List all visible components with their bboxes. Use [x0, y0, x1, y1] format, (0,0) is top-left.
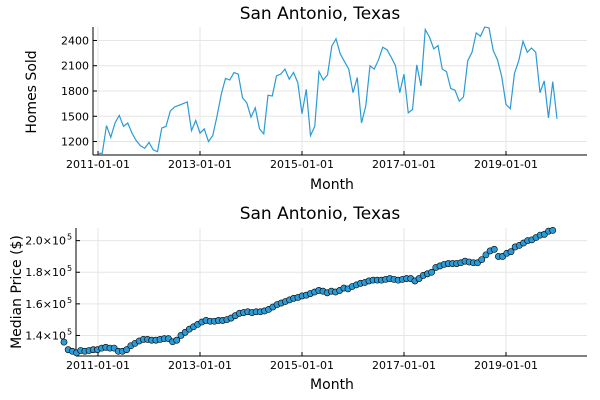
x-tick-label: 2015-01-01: [270, 359, 334, 372]
x-tick-label: 2019-01-01: [474, 359, 538, 372]
median-price-points: [60, 226, 557, 357]
y-tick-label: 1200: [61, 136, 89, 149]
y-tick-exponent: 5: [67, 264, 72, 273]
y-tick-exponent: 5: [67, 327, 72, 336]
x-tick-label: 2017-01-01: [372, 158, 436, 171]
x-tick-label: 2013-01-01: [168, 158, 232, 171]
y-tick-exponent: 5: [67, 296, 72, 305]
data-point: [60, 338, 68, 346]
x-tick-label: 2011-01-01: [66, 359, 130, 372]
data-point: [549, 226, 557, 234]
y-tick-label: 1800: [61, 85, 89, 98]
x-tick-label: 2019-01-01: [474, 158, 538, 171]
x-tick-label: 2017-01-01: [372, 359, 436, 372]
data-point: [478, 256, 486, 263]
y-axis-label-bottom: Median Price ($): [9, 235, 25, 349]
chart-title-top: San Antonio, Texas: [240, 4, 401, 24]
x-tick-label: 2015-01-01: [270, 158, 334, 171]
data-point: [123, 346, 131, 354]
y-tick-label: 2100: [61, 60, 89, 73]
x-axis-label-top: Month: [310, 177, 354, 193]
y-ticks-bottom: 1.4×10 51.6×10 51.8×10 52.0×10 5: [25, 233, 80, 342]
y-axis-label-top: Homes Sold: [24, 50, 40, 133]
y-tick-label: 1500: [61, 110, 89, 123]
chart-title-bottom: San Antonio, Texas: [240, 204, 401, 224]
data-point: [507, 248, 515, 256]
x-tick-label: 2013-01-01: [168, 359, 232, 372]
grid-bottom: [76, 228, 587, 356]
y-tick-exponent: 5: [67, 233, 72, 242]
homes-sold-line: [98, 26, 558, 154]
y-tick-label: 1.4×10: [25, 329, 66, 342]
panel-median-price: San Antonio, Texas 1.4×10 51.6×10 51.8×10 5…: [9, 204, 587, 393]
y-tick-label: 1.6×10: [25, 298, 66, 311]
y-tick-label: 2.0×10: [25, 235, 66, 248]
y-tick-label: 1.8×10: [25, 266, 66, 279]
panel-homes-sold: San Antonio, Texas 12001500180021002400 …: [24, 4, 587, 193]
x-axis-label-bottom: Month: [310, 377, 354, 393]
y-tick-label: 2400: [61, 34, 89, 47]
grid-top: [93, 27, 587, 155]
x-ticks-top: 2011-01-01 2013-01-01 2015-01-01 2017-01-01…: [66, 151, 538, 171]
x-tick-label: 2011-01-01: [66, 158, 130, 171]
data-point: [490, 245, 498, 253]
y-ticks-top: 1200 1500 1800 2100 2400: [61, 34, 97, 149]
data-point: [173, 336, 181, 344]
x-ticks-bottom: 2011-01-01 2013-01-01 2015-01-01 2017-01-01…: [66, 352, 538, 372]
data-point: [428, 268, 436, 276]
data-point: [482, 251, 490, 259]
